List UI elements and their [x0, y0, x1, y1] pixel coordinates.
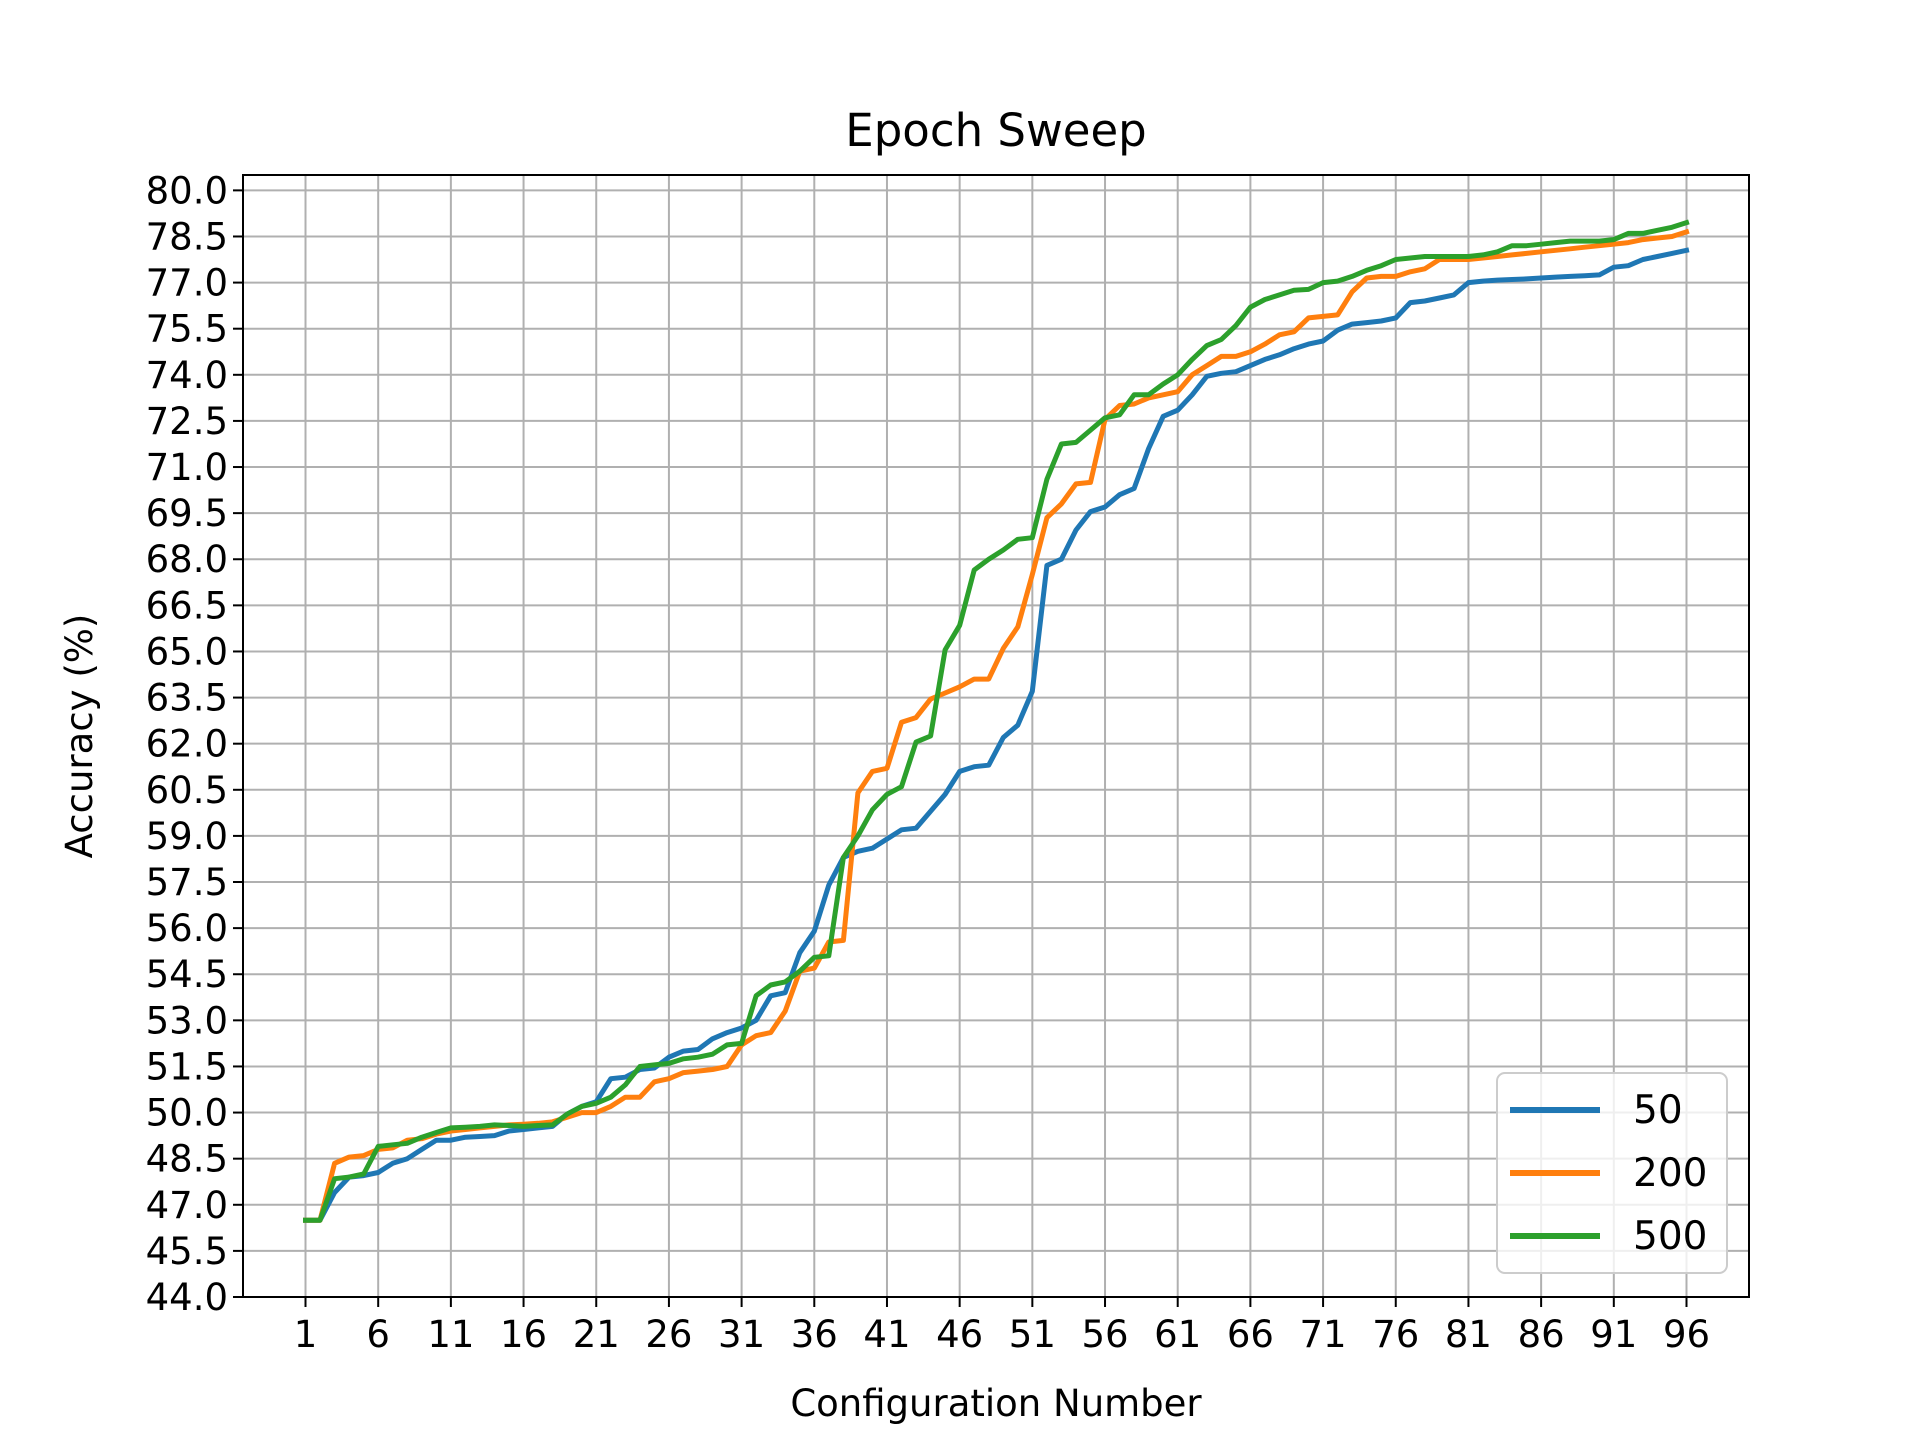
x-tick-label: 86	[1518, 1313, 1565, 1356]
y-axis-ticks: 44.045.547.048.550.051.553.054.556.057.5…	[146, 169, 243, 1319]
x-tick-label: 56	[1081, 1313, 1128, 1356]
x-axis-ticks: 1 6 11 16 21 26 31 36 41 46 51 56 61 66 71 76 81 86 91 96	[294, 1297, 1710, 1356]
y-tick-label: 75.5	[146, 308, 228, 351]
x-tick-label: 11	[427, 1313, 474, 1356]
y-tick-label: 53.0	[146, 999, 228, 1042]
y-tick-label: 80.0	[146, 169, 228, 212]
x-tick-label: 36	[791, 1313, 838, 1356]
legend-label-500: 500	[1633, 1214, 1707, 1259]
y-tick-label: 71.0	[146, 446, 228, 489]
series-lines	[303, 219, 1690, 1223]
y-tick-label: 57.5	[146, 861, 228, 904]
plot-frame	[242, 174, 1750, 1298]
y-tick-label: 45.5	[146, 1230, 228, 1273]
y-tick-label: 56.0	[146, 907, 228, 950]
y-tick-label: 77.0	[146, 262, 228, 305]
y-tick-label: 44.0	[146, 1276, 228, 1319]
x-tick-label: 91	[1590, 1313, 1637, 1356]
x-tick-label: 96	[1663, 1313, 1710, 1356]
x-tick-label: 21	[573, 1313, 620, 1356]
y-tick-label: 62.0	[146, 723, 228, 766]
x-tick-label: 1	[294, 1313, 318, 1356]
y-tick-label: 51.5	[146, 1045, 228, 1088]
x-tick-label: 71	[1300, 1313, 1347, 1356]
y-tick-label: 59.0	[146, 815, 228, 858]
y-tick-label: 69.5	[146, 492, 228, 535]
y-tick-label: 68.0	[146, 538, 228, 581]
y-tick-label: 65.0	[146, 630, 228, 673]
x-tick-label: 31	[718, 1313, 765, 1356]
legend-label-50: 50	[1633, 1088, 1683, 1133]
x-axis-label: Configuration Number	[790, 1382, 1202, 1425]
x-tick-label: 41	[863, 1313, 910, 1356]
x-tick-label: 81	[1445, 1313, 1492, 1356]
x-tick-label: 6	[366, 1313, 390, 1356]
y-tick-label: 74.0	[146, 354, 228, 397]
y-tick-label: 60.5	[146, 769, 228, 812]
y-tick-label: 78.5	[146, 215, 228, 258]
legend: 50 200 500	[1496, 1072, 1728, 1274]
y-tick-label: 48.5	[146, 1138, 228, 1181]
x-tick-label: 66	[1227, 1313, 1274, 1356]
y-tick-label: 63.5	[146, 677, 228, 720]
x-tick-label: 46	[936, 1313, 983, 1356]
y-tick-label: 66.5	[146, 584, 228, 627]
series-line-500	[303, 219, 1690, 1223]
y-axis-label: Accuracy (%)	[58, 614, 101, 859]
x-tick-label: 61	[1154, 1313, 1201, 1356]
y-tick-label: 47.0	[146, 1184, 228, 1227]
x-tick-label: 76	[1372, 1313, 1419, 1356]
grid-lines	[243, 175, 1749, 1298]
legend-box	[1496, 1072, 1728, 1274]
legend-label-200: 200	[1633, 1151, 1707, 1196]
x-tick-label: 51	[1009, 1313, 1056, 1356]
x-tick-label: 16	[500, 1313, 547, 1356]
y-tick-label: 72.5	[146, 400, 228, 443]
y-tick-label: 54.5	[146, 953, 228, 996]
series-line-50	[303, 247, 1690, 1223]
y-tick-label: 50.0	[146, 1092, 228, 1135]
chart-title: Epoch Sweep	[845, 104, 1146, 157]
x-tick-label: 26	[645, 1313, 692, 1356]
